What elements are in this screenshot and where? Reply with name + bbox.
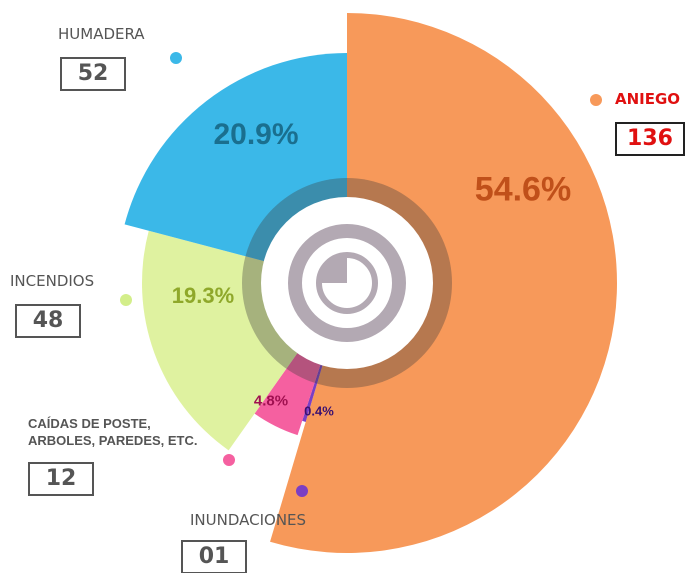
icon-wedge <box>319 255 347 283</box>
percent-label: 0.4% <box>304 403 334 419</box>
category-label: HUMADERA <box>58 25 145 43</box>
percent-label: 54.6% <box>474 170 572 209</box>
category-label: INCENDIOS <box>10 272 95 290</box>
legend-dot <box>296 485 308 497</box>
category-label: CAÍDAS DE POSTE, ARBOLES, PAREDES, ETC. <box>28 416 198 448</box>
count-box: 01 <box>181 540 247 573</box>
count-box: 136 <box>615 122 685 156</box>
pie-slice <box>270 13 617 553</box>
icon-ring <box>288 224 406 342</box>
percent-label: 4.8% <box>253 392 289 410</box>
percent-label: 20.9% <box>213 118 299 151</box>
count-box: 12 <box>28 462 94 496</box>
count-box: 48 <box>15 304 81 338</box>
icon-hub <box>316 252 378 314</box>
legend-dot <box>223 454 235 466</box>
legend-dot <box>120 294 132 306</box>
legend-dot <box>590 94 602 106</box>
count-box: 52 <box>60 57 126 91</box>
legend-dot <box>170 52 182 64</box>
category-label: ANIEGO <box>615 90 681 108</box>
category-label: INUNDACIONES <box>190 511 307 529</box>
percent-label: 19.3% <box>171 283 235 308</box>
